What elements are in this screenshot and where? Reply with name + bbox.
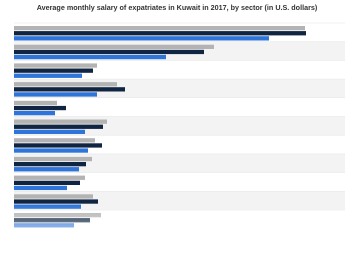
bar: [14, 194, 93, 199]
fade-overlay: [0, 205, 355, 253]
bar: [14, 31, 306, 36]
bar: [14, 63, 97, 68]
bar: [14, 36, 269, 41]
bar: [14, 73, 82, 78]
bar: [14, 100, 57, 106]
bar: [14, 54, 166, 60]
bar: [14, 68, 93, 73]
bar: [14, 82, 117, 87]
bar: [14, 167, 79, 172]
bar: [14, 87, 125, 92]
bar: [14, 162, 86, 167]
bar: [14, 26, 305, 31]
bar: [14, 129, 85, 134]
bar: [14, 175, 85, 180]
bar: [14, 124, 103, 129]
bar: [14, 92, 97, 97]
bar: [14, 49, 204, 55]
bar: [14, 185, 67, 191]
chart-title: Average monthly salary of expatriates in…: [37, 3, 318, 12]
bar: [14, 105, 66, 111]
bar: [14, 199, 98, 204]
bar: [14, 180, 80, 185]
bar: [14, 148, 88, 153]
stripe: [14, 153, 345, 173]
bar: [14, 44, 214, 49]
bar: [14, 119, 107, 124]
bar: [14, 111, 55, 116]
bar: [14, 143, 102, 148]
bar: [14, 138, 95, 143]
bar: [14, 156, 92, 162]
